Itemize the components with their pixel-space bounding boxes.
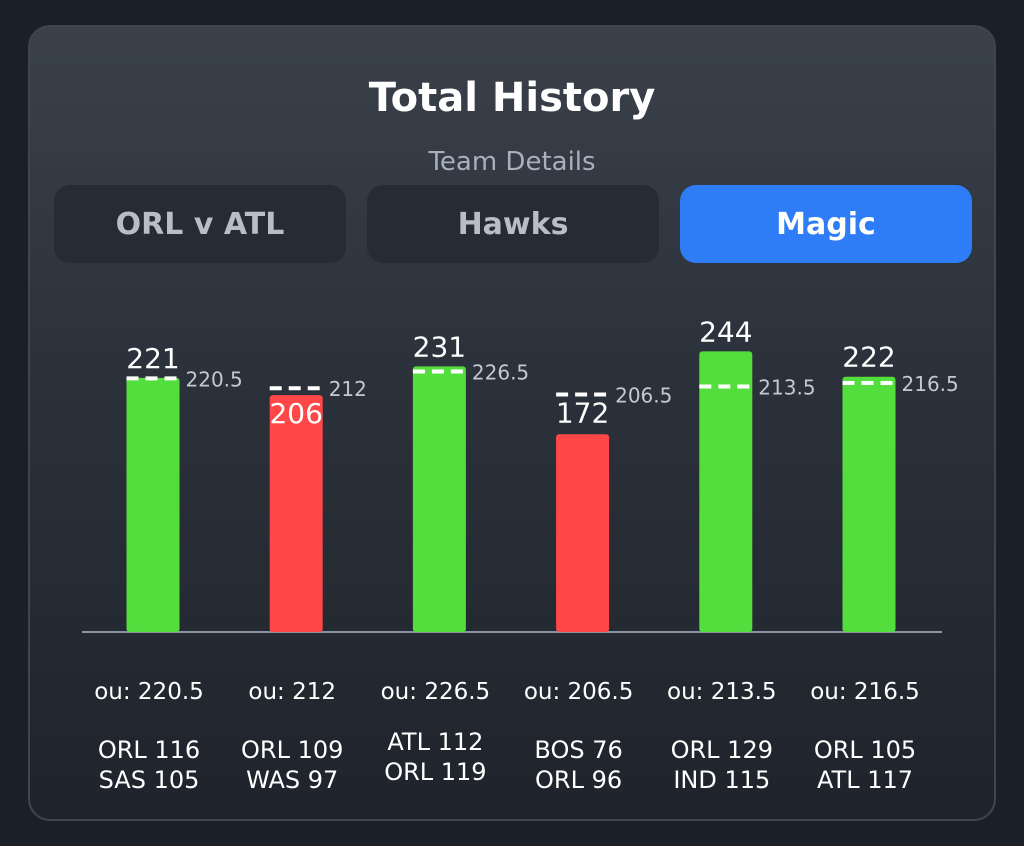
page-subtitle: Team Details <box>428 147 596 177</box>
ou-label: ou: 206.5 <box>524 679 634 705</box>
over-under-line-label: 220.5 <box>186 367 243 391</box>
ou-label: ou: 226.5 <box>381 679 491 705</box>
game-score-line1: BOS 76 <box>534 736 622 764</box>
over-under-line-label: 216.5 <box>902 372 959 396</box>
game-score-line2: ATL 117 <box>817 766 913 794</box>
game-score-line2: ORL 96 <box>535 766 622 794</box>
bar-value-label: 172 <box>556 397 609 430</box>
chart-bar <box>126 377 180 632</box>
chart-bar <box>412 366 466 632</box>
chart-bar <box>699 351 753 632</box>
over-under-line-label: 213.5 <box>758 375 815 399</box>
game-score-line1: ATL 112 <box>387 728 483 756</box>
game-score-line2: IND 115 <box>673 766 770 794</box>
tab-orl-v-atl[interactable]: ORL v ATL <box>54 185 346 263</box>
game-score-line1: ORL 105 <box>814 736 916 764</box>
over-under-line-label: 226.5 <box>472 361 529 385</box>
bar-value-label: 231 <box>413 330 466 363</box>
game-score-line1: ORL 129 <box>671 736 773 764</box>
game-score-line2: SAS 105 <box>99 766 200 794</box>
ou-label: ou: 212 <box>248 679 336 705</box>
bar-value-label: 244 <box>699 315 752 348</box>
team-tabs: ORL v ATL Hawks Magic <box>54 185 972 263</box>
bar-value-label: 206 <box>269 397 322 430</box>
bar-value-label: 221 <box>126 342 179 375</box>
ou-label: ou: 220.5 <box>94 679 204 705</box>
chart-bar <box>269 395 323 632</box>
game-score-line1: ORL 116 <box>98 736 200 764</box>
chart-bar <box>842 376 896 632</box>
tab-magic[interactable]: Magic <box>680 185 972 263</box>
page-title: Total History <box>368 75 656 121</box>
over-under-line-label: 206.5 <box>615 384 672 408</box>
tab-hawks[interactable]: Hawks <box>367 185 659 263</box>
game-score-line1: ORL 109 <box>241 736 343 764</box>
total-history-card: Total History Team Details ORL v ATL Haw… <box>28 25 996 821</box>
over-under-line-label: 212 <box>329 377 367 401</box>
chart-bar <box>556 434 610 632</box>
game-score-line2: ORL 119 <box>384 758 486 786</box>
ou-label: ou: 216.5 <box>810 679 920 705</box>
bar-value-label: 222 <box>842 341 895 374</box>
game-score-line2: WAS 97 <box>246 766 338 794</box>
ou-label: ou: 213.5 <box>667 679 777 705</box>
